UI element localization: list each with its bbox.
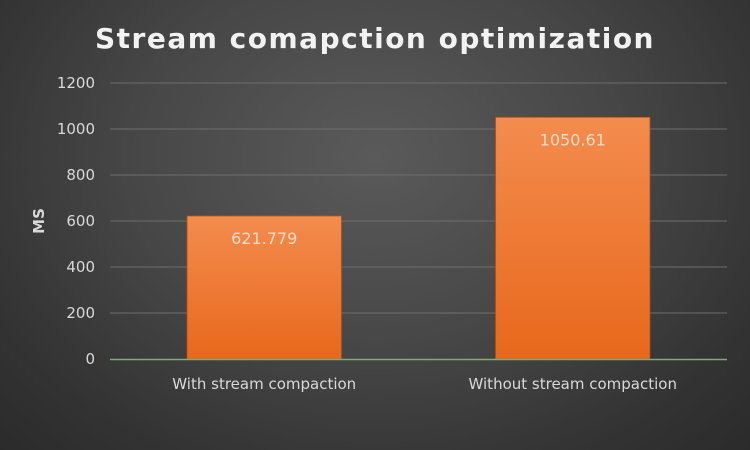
y-tick-label: 0 [85, 350, 95, 368]
x-tick-label: With stream compaction [172, 375, 356, 393]
x-tick-labels: With stream compaction Without stream com… [172, 375, 677, 393]
y-tick-label: 1000 [57, 120, 95, 138]
data-label: 621.779 [231, 229, 297, 248]
y-tick-label: 200 [66, 304, 95, 322]
bar [495, 116, 651, 360]
bars [186, 116, 651, 360]
bar [186, 215, 342, 360]
data-labels: 621.779 1050.61 [231, 130, 606, 248]
data-label: 1050.61 [540, 130, 606, 149]
y-axis-label: MS [30, 208, 48, 234]
chart-title: Stream comapction optimization [95, 22, 655, 55]
y-tick-label: 600 [66, 212, 95, 230]
y-tick-label: 400 [66, 258, 95, 276]
x-tick-label: Without stream compaction [469, 375, 677, 393]
y-tick-label: 1200 [57, 74, 95, 92]
y-tick-labels: 0 200 400 600 800 1000 1200 [57, 74, 95, 368]
y-tick-label: 800 [66, 166, 95, 184]
